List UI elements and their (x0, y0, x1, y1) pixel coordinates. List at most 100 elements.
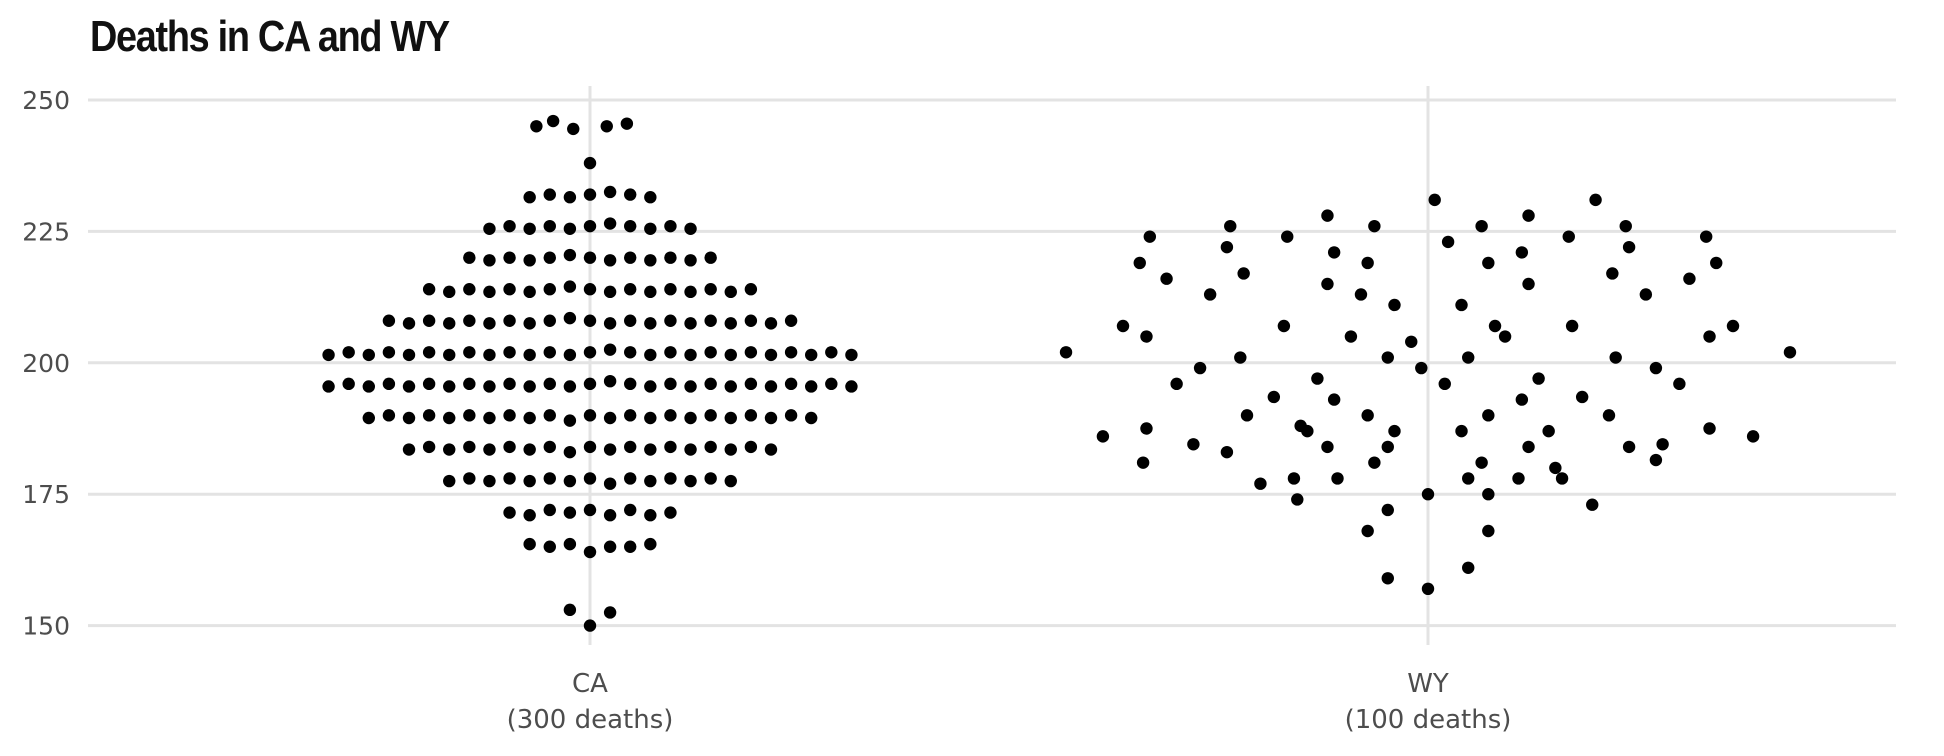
data-point-wy (1143, 230, 1157, 243)
data-point-wy (1619, 219, 1632, 233)
data-point-wy (1170, 377, 1183, 391)
data-point-ca (664, 377, 677, 391)
data-point-ca (463, 283, 476, 296)
data-point-ca (583, 377, 597, 391)
data-point-ca (805, 380, 818, 393)
data-point-ca (764, 411, 778, 425)
data-point-wy (1136, 456, 1150, 469)
data-point-ca (483, 380, 496, 393)
data-point-ca (805, 411, 818, 425)
data-point-ca (620, 117, 634, 130)
data-point-ca (845, 380, 858, 393)
data-point-wy (1522, 440, 1535, 454)
x-axis-ticks: CA (300 deaths) WY (100 deaths) (507, 669, 1512, 735)
data-point-ca (624, 440, 637, 454)
data-point-ca (644, 348, 657, 362)
data-point-ca (684, 254, 697, 267)
data-point-ca (644, 285, 657, 299)
data-point-ca (704, 314, 717, 327)
data-point-ca (362, 348, 375, 362)
data-point-ca (503, 472, 516, 485)
data-point-wy (1361, 524, 1374, 538)
data-point-ca (624, 503, 637, 517)
data-point-ca (744, 377, 758, 391)
data-point-wy (1475, 219, 1488, 233)
data-point-ca (563, 311, 577, 325)
data-point-ca (684, 222, 697, 235)
data-point-ca (845, 348, 858, 362)
data-point-ca (523, 191, 536, 204)
data-point-ca (744, 346, 758, 359)
data-point-ca (825, 346, 838, 359)
data-point-ca (583, 545, 597, 559)
data-point-ca (704, 377, 717, 391)
data-point-ca (603, 185, 617, 199)
data-point-ca (563, 414, 577, 427)
data-point-ca (624, 540, 637, 553)
data-point-ca (362, 411, 375, 425)
data-point-ca (583, 619, 597, 632)
data-point-ca (744, 283, 758, 296)
data-point-wy (1381, 351, 1394, 364)
data-point-wy (1482, 524, 1495, 538)
data-point-wy (1237, 267, 1250, 280)
data-point-wy (1415, 361, 1428, 375)
data-point-ca (503, 377, 516, 391)
data-point-wy (1589, 193, 1602, 207)
data-point-ca (443, 380, 456, 393)
data-point-ca (624, 346, 637, 359)
data-point-ca (583, 346, 597, 359)
data-point-ca (543, 472, 556, 485)
data-point-ca (583, 314, 597, 327)
data-point-ca (664, 409, 677, 422)
data-point-ca (684, 443, 697, 456)
data-point-wy (1649, 361, 1663, 375)
data-point-ca (543, 346, 556, 359)
data-point-ca (523, 537, 536, 551)
data-point-wy (1673, 377, 1686, 391)
data-point-ca (543, 540, 556, 553)
data-point-ca (603, 509, 617, 522)
data-point-wy (1656, 438, 1669, 451)
data-point-ca (664, 219, 677, 233)
data-point-wy (1140, 330, 1153, 343)
data-point-wy (1405, 335, 1418, 348)
data-point-ca (523, 380, 536, 393)
data-point-ca (463, 472, 476, 485)
data-point-wy (1140, 422, 1153, 435)
data-point-ca (362, 380, 375, 393)
y-tick-label: 175 (22, 480, 70, 509)
data-point-ca (563, 603, 577, 617)
data-point-ca (523, 411, 536, 425)
x-tick-sublabel-wy: (100 deaths) (1345, 705, 1512, 735)
data-point-ca (563, 445, 577, 459)
data-point-wy (1703, 422, 1716, 435)
data-point-ca (724, 380, 737, 393)
data-point-ca (784, 314, 798, 327)
data-point-wy (1160, 272, 1173, 285)
data-point-ca (583, 219, 597, 233)
data-point-ca (624, 314, 637, 327)
data-point-ca (644, 411, 657, 425)
data-point-wy (1515, 393, 1529, 406)
data-point-wy (1234, 351, 1247, 364)
data-point-wy (1240, 409, 1254, 422)
data-point-ca (543, 251, 556, 264)
data-point-ca (402, 411, 416, 425)
data-point-wy (1462, 561, 1475, 574)
data-point-wy (1609, 351, 1622, 364)
data-point-ca (583, 251, 597, 264)
data-point-wy (1291, 493, 1304, 506)
data-point-wy (1428, 193, 1441, 207)
data-point-wy (1746, 430, 1760, 443)
data-point-wy (1368, 456, 1381, 469)
data-point-ca (764, 348, 778, 362)
data-point-wy (1455, 424, 1468, 438)
data-point-wy (1549, 461, 1562, 475)
data-point-wy (1254, 477, 1267, 490)
data-point-ca (644, 537, 657, 551)
data-point-wy (1388, 298, 1401, 312)
data-point-ca (402, 348, 416, 362)
data-point-ca (523, 285, 536, 299)
data-point-ca (422, 346, 436, 359)
